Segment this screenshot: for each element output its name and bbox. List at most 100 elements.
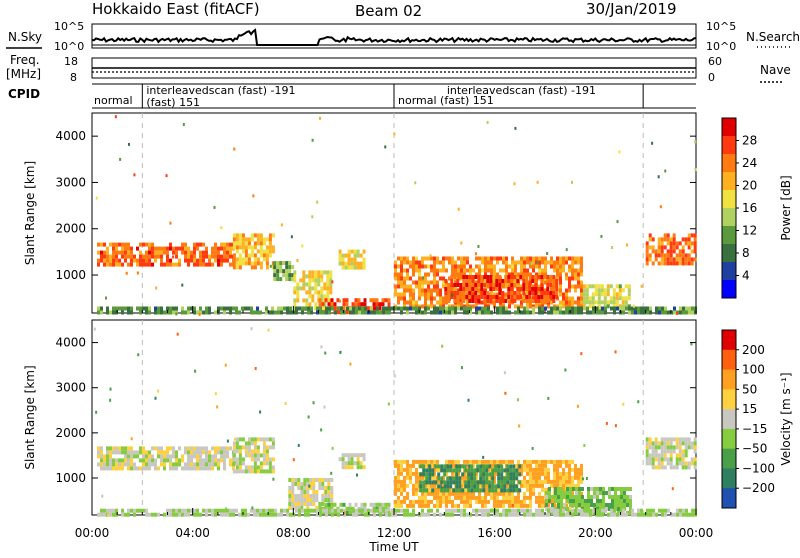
echo-pixel [115,254,118,259]
echo-pixel [298,512,301,517]
echo-pixel [124,458,127,463]
echo-pixel [618,292,622,297]
echo-pixel [259,469,263,474]
echo-pixel [577,272,580,277]
echo-pixel [310,310,313,315]
echo-pixel [327,486,331,490]
echo-pixel [307,508,310,513]
echo-pixel [611,495,614,499]
echo-pixel [205,454,208,459]
echo-pixel [265,453,269,458]
echo-pixel [565,503,568,508]
echo-pixel [574,256,577,261]
echo-pixel [645,241,649,246]
echo-pixel [338,257,342,262]
echo-pixel [444,295,448,299]
echo-pixel [297,506,301,510]
echo-pixel [457,256,460,261]
echo-pixel [526,483,529,488]
echo-pixel [471,275,475,279]
echo-pixel [595,508,598,513]
echo-pixel [486,299,490,303]
colorbar-swatch [722,349,736,371]
echo-pixel [451,508,454,513]
echo-region [232,233,275,270]
echo-pixel [505,306,508,311]
echo-pixel [400,284,403,289]
echo-pixel [256,257,260,262]
echo-pixel [595,306,598,311]
freq-left-tick-bottom: 8 [70,71,77,84]
echo-pixel [166,262,169,267]
echo-pixel [340,306,343,311]
echo-pixel [118,466,121,471]
echo-pixel [465,295,469,299]
echo-pixel [121,446,124,451]
echo-pixel [321,502,325,506]
scatter-pixel [576,404,579,408]
echo-pixel [490,260,493,265]
echo-pixel [624,300,628,305]
scatter-pixel [657,175,660,179]
echo-pixel [520,260,523,265]
scatter-pixel [216,405,219,409]
echo-pixel [651,441,655,446]
echo-pixel [424,483,427,488]
echo-pixel [548,495,551,499]
echo-pixel [295,508,298,513]
echo-pixel [538,268,541,273]
echo-pixel [403,276,406,281]
echo-pixel [235,449,239,454]
colorbar-tick-label: −200 [742,481,775,495]
echo-pixel [415,284,418,289]
echo-pixel [543,275,547,279]
echo-pixel [433,487,436,492]
echo-pixel [541,508,544,513]
echo-pixel [535,479,538,484]
echo-pixel [229,458,232,463]
echo-pixel [238,237,242,242]
echo-pixel [511,260,514,265]
echo-pixel [253,453,257,458]
echo-pixel [593,487,596,491]
echo-pixel [130,246,133,251]
x-tick-label: 16:00 [477,526,512,540]
echo-pixel [217,310,220,315]
echo-pixel [166,246,169,251]
echo-pixel [445,508,448,513]
echo-pixel [97,446,100,451]
echo-pixel [379,512,382,517]
echo-region [97,508,697,517]
echo-pixel [412,280,415,285]
echo-pixel [118,458,121,463]
echo-pixel [145,254,148,259]
echo-pixel [565,288,568,293]
echo-pixel [648,437,652,442]
echo-pixel [660,449,664,454]
echo-pixel [529,475,532,480]
echo-pixel [606,284,610,289]
echo-pixel [571,268,574,273]
echo-pixel [235,245,239,250]
echo-pixel [250,249,254,254]
echo-pixel [358,306,361,311]
echo-pixel [343,310,346,315]
echo-pixel [681,449,685,454]
echo-pixel [433,272,436,277]
echo-pixel [232,512,235,517]
echo-pixel [318,478,322,482]
scatter-pixel [536,180,539,184]
echo-pixel [551,503,554,507]
echo-pixel [466,300,469,305]
echo-pixel [300,498,304,502]
scatter-pixel [614,350,617,354]
echo-pixel [235,233,239,238]
echo-pixel [187,258,190,263]
echo-pixel [490,256,493,261]
echo-pixel [268,237,272,242]
echo-pixel [300,482,304,486]
echo-pixel [509,476,513,481]
echo-pixel [463,256,466,261]
echo-pixel [560,491,563,495]
